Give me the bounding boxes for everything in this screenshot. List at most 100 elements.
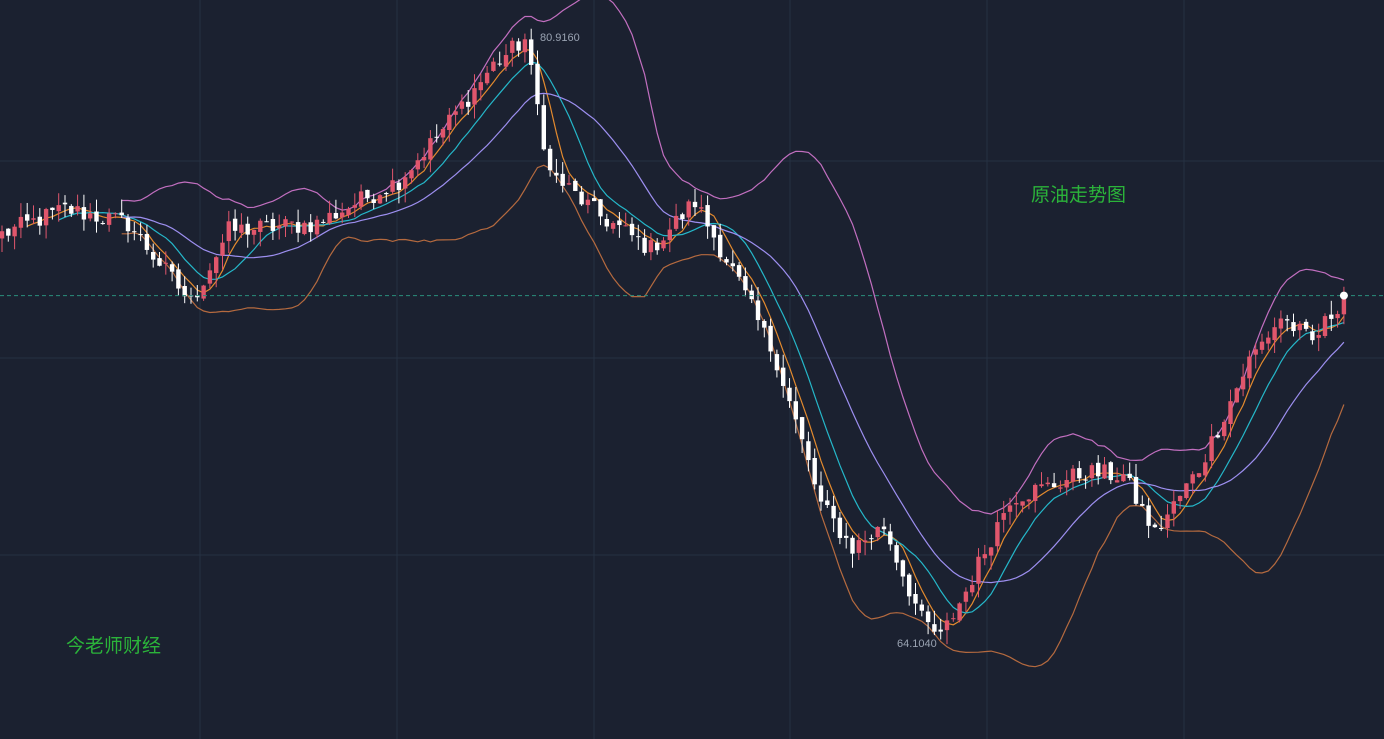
- candle-181: [1140, 495, 1145, 507]
- candle-body: [610, 223, 616, 229]
- candle-176: [1108, 461, 1113, 485]
- candle-54: [340, 202, 345, 224]
- candle-67: [421, 147, 427, 169]
- candle-114: [718, 223, 723, 262]
- candle-129: [812, 448, 817, 490]
- candle-116: [730, 250, 735, 272]
- candle-20: [125, 214, 131, 243]
- candle-body: [12, 226, 17, 237]
- candle-156: [982, 544, 987, 566]
- candle-168: [1058, 480, 1063, 493]
- candle-body: [1240, 376, 1246, 390]
- candle-144: [907, 573, 912, 606]
- candle-body: [157, 258, 162, 266]
- candle-118: [743, 267, 748, 297]
- candle-92: [579, 186, 584, 206]
- candle-71: [447, 107, 452, 142]
- candle-body: [1266, 337, 1271, 344]
- candle-body: [1190, 474, 1195, 484]
- candle-106: [667, 218, 672, 253]
- candle-182: [1146, 498, 1151, 538]
- candle-body: [919, 604, 924, 611]
- candle-body: [850, 537, 855, 554]
- candle-212: [1335, 310, 1340, 328]
- candle-body: [365, 189, 370, 199]
- candle-119: [749, 284, 754, 304]
- candle-body: [459, 101, 465, 109]
- candle-186: [1171, 490, 1176, 527]
- candle-body: [352, 205, 357, 208]
- candle-body: [655, 242, 660, 251]
- candle-body: [831, 505, 836, 519]
- candle-body: [295, 222, 301, 233]
- candle-141: [888, 523, 893, 551]
- candle-body: [598, 199, 603, 217]
- candle-body: [629, 223, 635, 236]
- candle-body: [1096, 462, 1101, 477]
- candle-body: [50, 207, 55, 211]
- candle-34: [214, 255, 219, 288]
- candle-99: [623, 212, 628, 227]
- candle-body: [1203, 462, 1208, 476]
- candle-body: [138, 234, 143, 236]
- candle-132: [831, 495, 836, 533]
- candle-94: [592, 190, 597, 202]
- candle-body: [522, 39, 528, 53]
- candle-192: [1209, 423, 1214, 469]
- candle-109: [686, 199, 691, 226]
- candle-body: [932, 624, 937, 632]
- candle-body: [925, 611, 931, 623]
- candle-body: [799, 417, 805, 440]
- candle-1: [6, 228, 11, 242]
- candle-body: [541, 105, 546, 150]
- candle-body: [825, 500, 830, 506]
- high-price-annotation: 80.9160: [540, 32, 580, 45]
- candle-body: [642, 237, 647, 253]
- candle-body: [1127, 473, 1132, 478]
- candle-191: [1203, 454, 1208, 482]
- candle-body: [781, 367, 786, 386]
- candle-body: [711, 225, 717, 238]
- candle-body: [283, 219, 288, 227]
- candle-body: [302, 222, 307, 235]
- candle-74: [466, 90, 471, 115]
- candle-26: [163, 251, 168, 275]
- candle-body: [1007, 505, 1013, 512]
- candle-196: [1234, 387, 1239, 403]
- candle-body: [390, 180, 395, 192]
- candle-19: [119, 199, 124, 218]
- candle-208: [1310, 324, 1315, 345]
- candle-82: [516, 38, 521, 57]
- candle-body: [793, 401, 798, 420]
- chart-title: 原油走势图: [1031, 184, 1127, 206]
- candle-134: [844, 522, 849, 549]
- candle-body: [69, 205, 74, 214]
- candle-39: [245, 216, 250, 248]
- candle-body: [100, 223, 105, 225]
- candle-75: [472, 74, 477, 119]
- candle-149: [938, 618, 943, 640]
- candle-90: [566, 174, 572, 186]
- candle-31: [195, 285, 200, 302]
- candle-body: [251, 229, 257, 235]
- candle-body: [913, 593, 918, 604]
- candle-body: [214, 257, 219, 274]
- candle-153: [963, 587, 969, 613]
- candle-125: [787, 378, 792, 408]
- candle-body: [1070, 468, 1076, 482]
- candle-body: [226, 221, 231, 242]
- candle-169: [1064, 470, 1069, 496]
- candle-body: [1039, 484, 1044, 487]
- candle-72: [453, 105, 458, 127]
- brand-watermark: 今老师财经: [66, 635, 162, 657]
- candle-body: [0, 231, 5, 239]
- candle-185: [1165, 504, 1170, 538]
- candle-183: [1152, 522, 1158, 528]
- candle-61: [384, 191, 389, 202]
- candle-170: [1070, 464, 1076, 491]
- candle-body: [409, 170, 414, 179]
- candle-body: [592, 198, 597, 202]
- candle-164: [1033, 483, 1038, 513]
- candle-63: [396, 179, 402, 204]
